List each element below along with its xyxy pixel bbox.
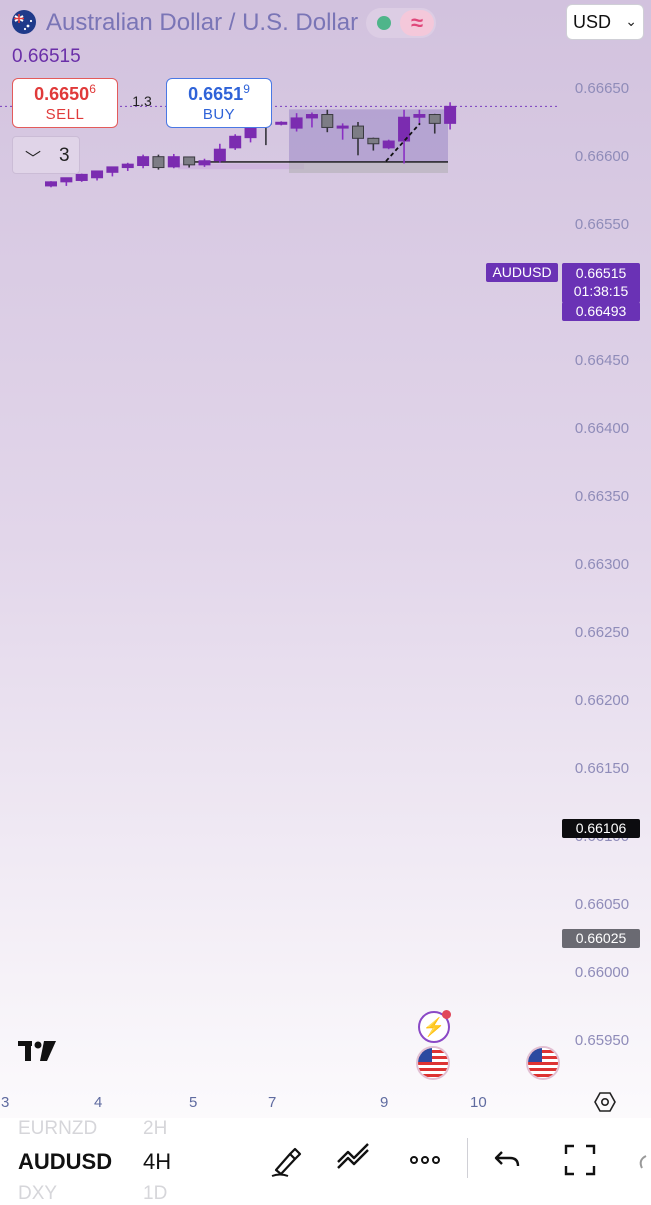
currency-select[interactable]: USD ⌄ <box>566 4 644 40</box>
demand-zone <box>178 163 304 170</box>
timeframe-option[interactable]: 2H <box>143 1118 168 1139</box>
candle-body <box>198 160 211 166</box>
current-price-value: 0.66515 <box>575 265 627 281</box>
more-icon[interactable] <box>405 1140 445 1180</box>
tradingview-logo <box>18 1041 56 1061</box>
candle-body <box>275 121 288 125</box>
candle-body <box>60 177 73 183</box>
scroll-more-icon[interactable] <box>632 1140 651 1180</box>
candle-body <box>321 114 334 128</box>
chevron-down-icon: ⌄ <box>625 13 637 29</box>
indicators-toggle-button[interactable]: ﹀ 3 <box>12 136 80 174</box>
candle-body <box>167 156 180 168</box>
price-axis-label: 0.66400 <box>574 420 630 437</box>
undo-icon[interactable] <box>488 1140 528 1180</box>
settings-hexagon-icon[interactable] <box>594 1091 616 1113</box>
price-axis-label: 0.65950 <box>574 1032 630 1049</box>
candle-body <box>106 166 119 173</box>
candle-body <box>45 181 57 187</box>
buy-price: 0.6651 <box>188 84 244 104</box>
last-price: 0.66515 <box>12 46 81 67</box>
sell-price-pip: 6 <box>89 82 96 96</box>
candle-body <box>444 105 457 124</box>
indicators-count: 3 <box>59 145 70 166</box>
buy-label: BUY <box>202 106 236 123</box>
candle-body <box>152 156 165 169</box>
toolbar-divider <box>467 1138 468 1178</box>
page-title[interactable]: Australian Dollar / U.S. Dollar <box>46 9 359 36</box>
price-axis-label: 0.66550 <box>574 216 630 233</box>
time-axis-label: 5 <box>189 1094 198 1111</box>
buy-price-pip: 9 <box>243 82 250 96</box>
chevron-down-icon: ﹀ <box>25 151 42 168</box>
price-axis-label: 0.66600 <box>574 148 630 165</box>
brush-tool-icon[interactable] <box>266 1140 306 1180</box>
timeframe-selector[interactable]: 4H <box>143 1149 172 1174</box>
fullscreen-icon[interactable] <box>560 1140 600 1180</box>
time-axis-label: 9 <box>380 1094 389 1111</box>
trend-line-tool-icon[interactable] <box>334 1140 374 1180</box>
symbol-price-tag: AUDUSD <box>486 263 558 282</box>
candle-body <box>367 137 380 145</box>
price-axis-label: 0.66300 <box>574 556 630 573</box>
level-tag: 0.66493 <box>562 302 640 321</box>
trend-projection-line <box>385 122 421 162</box>
time-axis-label: 3 <box>1 1094 10 1111</box>
price-axis-label: 0.66150 <box>574 760 630 777</box>
stop-zone <box>289 161 448 173</box>
time-axis-label: 4 <box>94 1094 103 1111</box>
bar-countdown: 01:38:15 <box>573 283 629 299</box>
price-axis-label: 0.66350 <box>574 488 630 505</box>
bottom-toolbar <box>0 1118 651 1200</box>
candle-body <box>428 114 441 124</box>
time-axis-label: 10 <box>470 1094 487 1111</box>
current-price-tag: 0.66515 01:38:15 <box>562 263 640 303</box>
us-flag-icon[interactable] <box>416 1046 450 1080</box>
spread-value: 1.3 <box>132 93 152 109</box>
candle-body <box>183 156 196 166</box>
price-axis-label: 0.66200 <box>574 692 630 709</box>
sell-price: 0.6650 <box>34 84 90 104</box>
candle-body <box>398 116 411 142</box>
timeframe-option[interactable]: 1D <box>143 1183 168 1204</box>
price-axis-label: 0.66250 <box>574 624 630 641</box>
candle-body <box>213 148 226 162</box>
price-axis-label: 0.66650 <box>574 80 630 97</box>
au-flag-icon <box>12 10 36 34</box>
candle-body <box>229 135 242 149</box>
price-chart[interactable] <box>0 0 651 1118</box>
buy-button[interactable]: 0.66519 BUY <box>166 78 272 128</box>
symbol-selector[interactable]: AUDUSD <box>18 1149 113 1174</box>
us-flag-icon[interactable] <box>526 1046 560 1080</box>
symbol-option[interactable]: EURNZD <box>18 1118 98 1139</box>
time-axis-label: 7 <box>268 1094 277 1111</box>
candle-body <box>290 117 303 129</box>
sell-label: SELL <box>45 106 85 123</box>
candle-body <box>137 156 150 167</box>
price-axis-label: 0.66000 <box>574 964 630 981</box>
level-tag: 0.66025 <box>562 929 640 948</box>
candle-body <box>336 125 349 129</box>
level-tag: 0.66106 <box>562 819 640 838</box>
candle-body <box>382 140 395 149</box>
wave-icon[interactable]: ≈ <box>400 10 434 36</box>
notification-dot-icon <box>442 1010 451 1019</box>
currency-label: USD <box>573 12 612 32</box>
candle-body <box>75 173 88 181</box>
candle-body <box>121 163 134 169</box>
news-bolt-icon[interactable]: ⚡ <box>418 1010 451 1043</box>
price-axis-label: 0.66450 <box>574 352 630 369</box>
sell-button[interactable]: 0.66506 SELL <box>12 78 118 128</box>
price-axis-label: 0.66050 <box>574 896 630 913</box>
candle-body <box>305 114 318 119</box>
market-open-icon <box>377 16 391 30</box>
symbol-option[interactable]: DXY <box>18 1183 58 1204</box>
candle-body <box>413 114 426 118</box>
candle-body <box>352 125 364 139</box>
candle-body <box>91 170 104 179</box>
